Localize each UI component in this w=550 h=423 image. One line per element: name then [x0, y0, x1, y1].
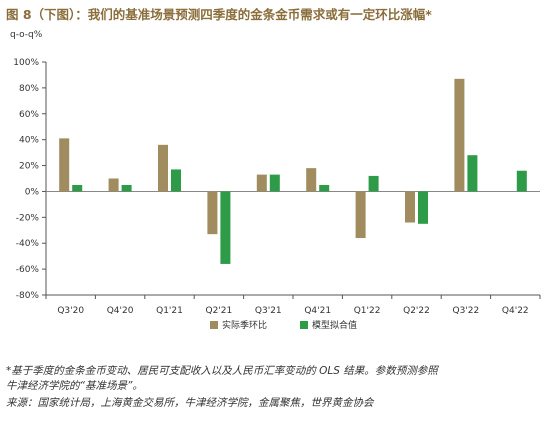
x-tick-label: Q3'20: [57, 306, 84, 316]
bar-actual: [158, 144, 168, 192]
x-tick-label: Q1'22: [354, 306, 381, 316]
bar-model: [220, 191, 231, 264]
x-tick-label: Q4'21: [304, 306, 331, 316]
bar-actual: [207, 191, 218, 235]
bar-actual: [454, 78, 465, 192]
x-tick-label: Q1'21: [156, 306, 183, 316]
bar-model: [516, 170, 527, 192]
bar-model: [269, 174, 280, 192]
x-tick-label: Q3'21: [255, 306, 282, 316]
bar-actual: [355, 191, 366, 239]
bar-model: [171, 169, 181, 192]
bar-actual: [405, 191, 415, 223]
x-tick-label: Q2'22: [403, 306, 430, 316]
bar-model: [72, 184, 83, 192]
y-axis-unit-label: q-o-q%: [10, 30, 43, 40]
y-tick-label: 100%: [13, 58, 39, 68]
x-tick-label: Q4'22: [502, 306, 529, 316]
x-tick-label: Q2'21: [206, 306, 233, 316]
x-tick-label: Q4'20: [107, 306, 134, 316]
y-tick-label: -80%: [16, 291, 40, 301]
bar-model: [467, 155, 478, 192]
bar-actual: [256, 174, 267, 192]
y-tick-label: 0%: [25, 187, 40, 197]
bar-actual: [59, 138, 70, 192]
footnote-method: *基于季度的金条金币变动、居民可支配收入以及人民币汇率变动的 OLS 结果。参数…: [6, 365, 438, 377]
y-tick-label: 20%: [19, 162, 39, 172]
y-tick-label: -20%: [16, 213, 40, 223]
x-tick-label: Q3'22: [453, 306, 480, 316]
legend-swatch-model: [300, 320, 308, 329]
chart-title: 图 8（下图）：我们的基准场景预测四季度的金条金币需求或有一定环比涨幅*: [6, 7, 432, 22]
bar-model: [418, 191, 428, 224]
bar-actual: [108, 178, 119, 192]
legend-swatch-actual: [210, 320, 218, 329]
bar-model: [121, 184, 132, 192]
bar-model: [368, 175, 379, 192]
legend-label-actual: 实际季环比: [222, 321, 268, 331]
y-tick-label: 80%: [19, 84, 39, 94]
y-tick-label: 60%: [19, 110, 39, 120]
legend-label-model: 模型拟合值: [312, 321, 358, 331]
y-tick-label: 40%: [19, 136, 39, 146]
legend-item-actual: 实际季环比: [210, 318, 267, 331]
footnote-source: 来源：国家统计局，上海黄金交易所，牛津经济学院，金属聚焦，世界黄金协会: [6, 397, 374, 409]
bar-chart: -80% -60% -40% -20% 0% 20% 40% 60% 80% 100% Q3'20 Q…: [13, 58, 541, 316]
y-tick-label: -60%: [16, 265, 40, 275]
legend-item-model: 模型拟合值: [300, 318, 357, 331]
chart-legend: 实际季环比 模型拟合值: [0, 318, 550, 334]
bar-actual: [306, 168, 317, 192]
footnote-method-cont: 牛津经济学院的“基准场景”。: [6, 380, 143, 392]
bar-model: [319, 184, 330, 192]
y-tick-label: -40%: [16, 239, 40, 249]
